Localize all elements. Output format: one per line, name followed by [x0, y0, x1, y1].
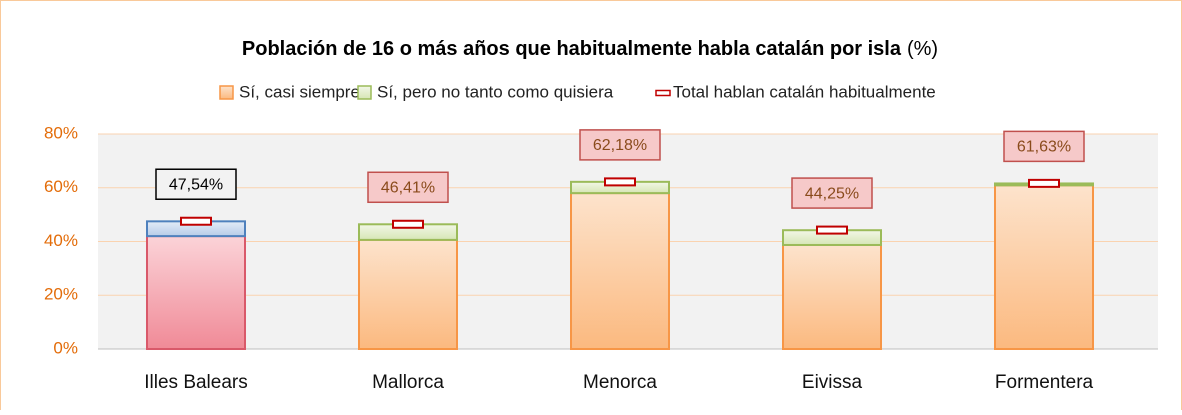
data-label: 47,54%: [169, 176, 223, 193]
x-tick-label: Mallorca: [372, 372, 444, 393]
legend-label: Sí, pero no tanto como quisiera: [377, 82, 614, 101]
title-unit: (%): [907, 38, 938, 60]
x-tick-label: Illes Balears: [144, 372, 248, 393]
data-label-box: [367, 171, 449, 204]
total-marker: [180, 216, 212, 226]
bar-segment: [358, 238, 458, 350]
legend-label: Sí, casi siempre: [239, 82, 360, 101]
total-marker: [392, 219, 424, 229]
y-tick-label: 0%: [53, 338, 78, 357]
title-main: Población de 16 o más años que habitualm…: [242, 38, 902, 60]
bar-segment: [994, 184, 1094, 350]
x-tick-label: Eivissa: [802, 372, 863, 393]
legend-label: Total hablan catalán habitualmente: [673, 82, 936, 101]
data-label-box: [579, 129, 661, 161]
data-label-box: [155, 168, 237, 200]
data-label-box: [791, 177, 873, 209]
legend-swatch: [219, 85, 234, 100]
data-label: 46,41%: [381, 179, 435, 196]
y-tick-label: 80%: [44, 123, 78, 142]
data-label: 62,18%: [593, 137, 647, 154]
data-label: 61,63%: [1017, 139, 1071, 156]
legend-swatch: [357, 85, 372, 100]
x-tick-label: Formentera: [995, 372, 1094, 393]
data-label: 44,25%: [805, 185, 859, 202]
y-tick-label: 20%: [44, 285, 78, 304]
bar-segment: [782, 243, 882, 350]
total-marker: [816, 225, 848, 235]
total-marker: [1028, 178, 1060, 188]
data-label-box: [1003, 130, 1085, 163]
total-marker: [604, 177, 636, 187]
x-tick-label: Menorca: [583, 372, 657, 393]
bar-segment: [146, 235, 246, 350]
bar-segment: [570, 192, 670, 350]
y-tick-label: 40%: [44, 231, 78, 250]
y-tick-label: 60%: [44, 177, 78, 196]
legend-marker: [655, 89, 671, 97]
chart-title: Población de 16 o más años que habitualm…: [242, 38, 938, 60]
